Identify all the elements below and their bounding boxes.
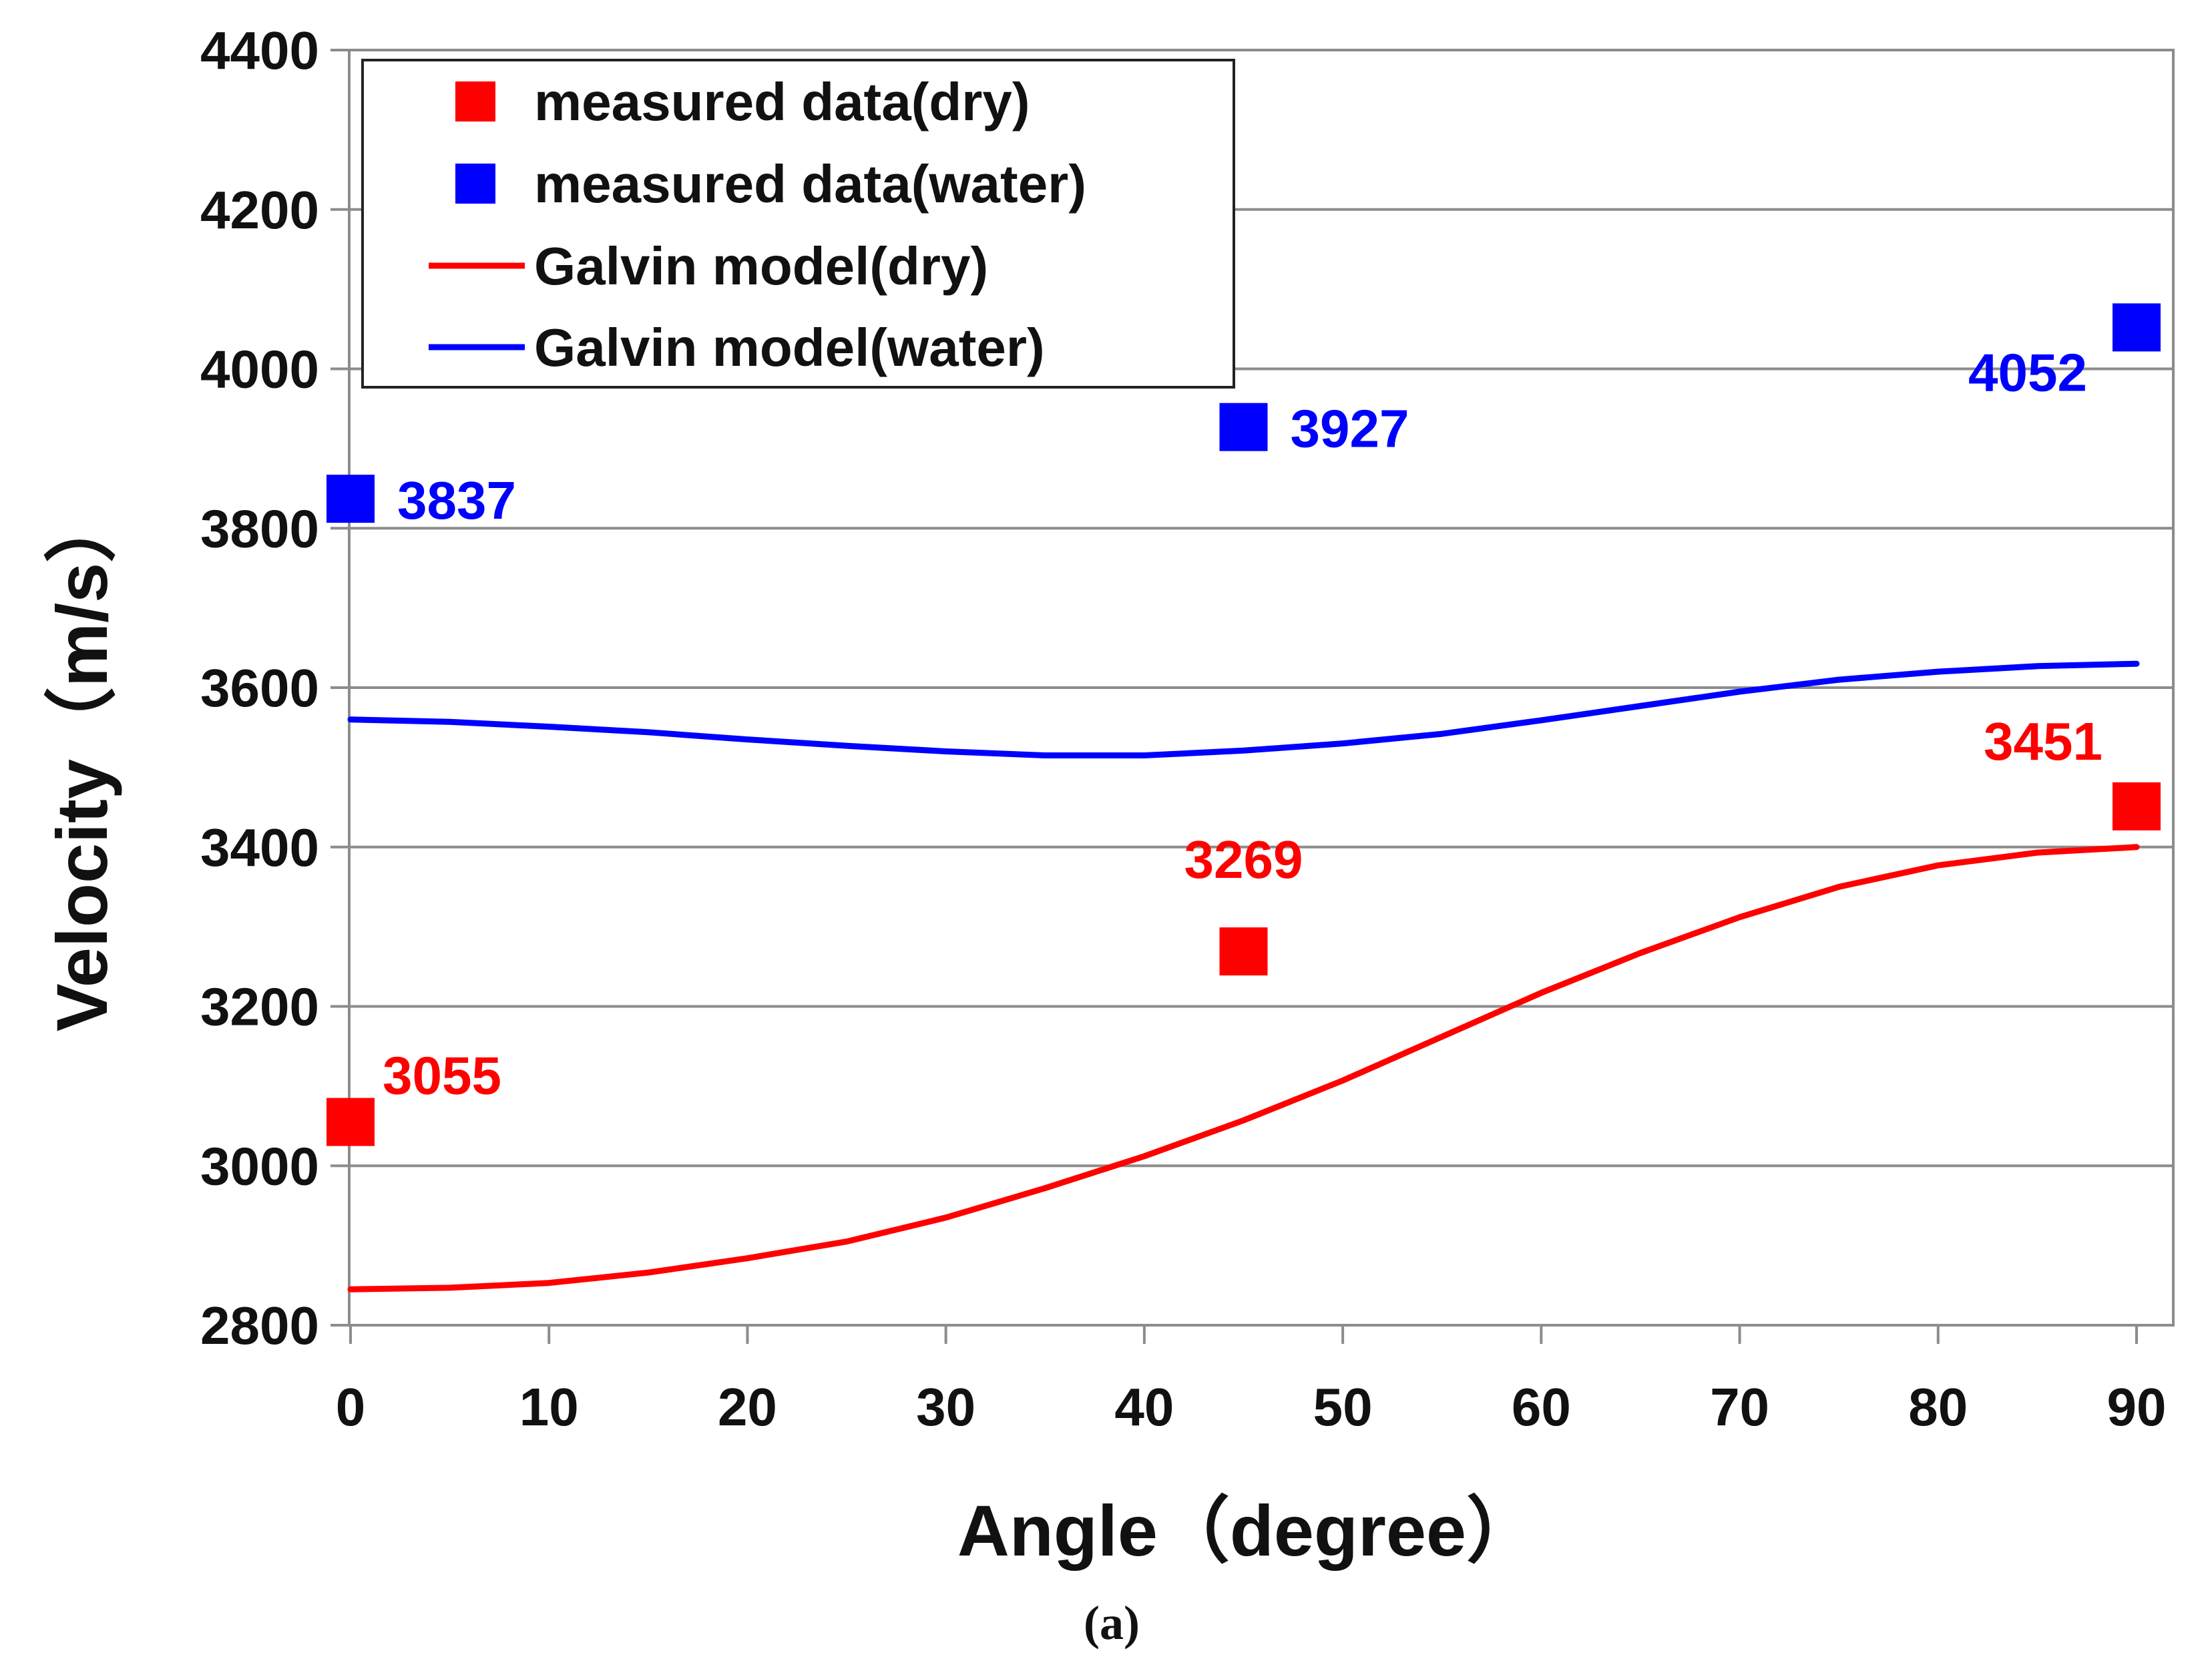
y-tick-label: 4200 — [200, 180, 319, 240]
legend-label: measured data(water) — [534, 154, 1086, 214]
x-tick-label: 30 — [916, 1377, 975, 1437]
measured-water-label: 3837 — [397, 471, 516, 530]
x-tick-label: 60 — [1512, 1377, 1571, 1437]
measured-dry-marker — [326, 1098, 375, 1146]
x-tick-label: 10 — [519, 1377, 579, 1437]
figure-caption: (a) — [1084, 1596, 1140, 1650]
y-tick-label: 3400 — [200, 818, 319, 877]
measured-dry-marker — [2113, 782, 2161, 830]
legend: measured data(dry) measured data(water) Ga… — [361, 59, 1235, 389]
x-tick-label: 20 — [718, 1377, 777, 1437]
legend-marker-water — [455, 164, 495, 204]
y-tick-label: 3000 — [200, 1136, 319, 1196]
legend-label: measured data(dry) — [534, 72, 1030, 132]
x-axis-title: Angle（degree） — [957, 1490, 1538, 1571]
y-tick-label: 2800 — [200, 1296, 319, 1355]
model-lines — [347, 660, 2140, 1292]
y-tick-label: 4000 — [200, 340, 319, 399]
legend-marker-dry — [455, 81, 495, 122]
axes: 2800 3000 3200 3400 3600 3800 4000 4200 4400 0 10 2… — [200, 21, 2173, 1437]
x-tick-label: 50 — [1313, 1377, 1373, 1437]
x-tick-label: 70 — [1710, 1377, 1769, 1437]
x-tick-label: 0 — [336, 1377, 366, 1437]
y-axis-title: Velocity（m/s） — [41, 491, 122, 1031]
measured-dry-label: 3269 — [1184, 830, 1303, 889]
measured-markers — [326, 303, 2161, 1146]
measured-dry-marker — [1219, 927, 1268, 976]
measured-dry-label: 3055 — [383, 1046, 501, 1106]
series-line-galvin-water — [347, 660, 2140, 758]
x-tick-label: 40 — [1114, 1377, 1174, 1437]
y-tick-label: 3600 — [200, 658, 319, 718]
measured-dry-label: 3451 — [1984, 712, 2103, 771]
y-tick-label: 3200 — [200, 977, 319, 1037]
y-tick-label: 4400 — [200, 21, 319, 80]
series-line-galvin-dry — [347, 844, 2140, 1292]
y-tick-label: 3800 — [200, 499, 319, 558]
legend-label: Galvin model(water) — [534, 318, 1045, 377]
measured-water-marker — [326, 475, 375, 523]
x-tick-label: 90 — [2107, 1377, 2167, 1437]
measured-water-marker — [1219, 403, 1268, 451]
measured-water-label: 3927 — [1291, 399, 1409, 459]
legend-label: Galvin model(dry) — [534, 236, 988, 296]
x-tick-label: 80 — [1908, 1377, 1968, 1437]
measured-water-label: 4052 — [1968, 342, 2087, 402]
measured-water-marker — [2113, 303, 2161, 352]
data-labels: 3055 3269 3451 3837 3927 4052 — [383, 342, 2103, 1105]
legend-box — [361, 59, 1235, 389]
